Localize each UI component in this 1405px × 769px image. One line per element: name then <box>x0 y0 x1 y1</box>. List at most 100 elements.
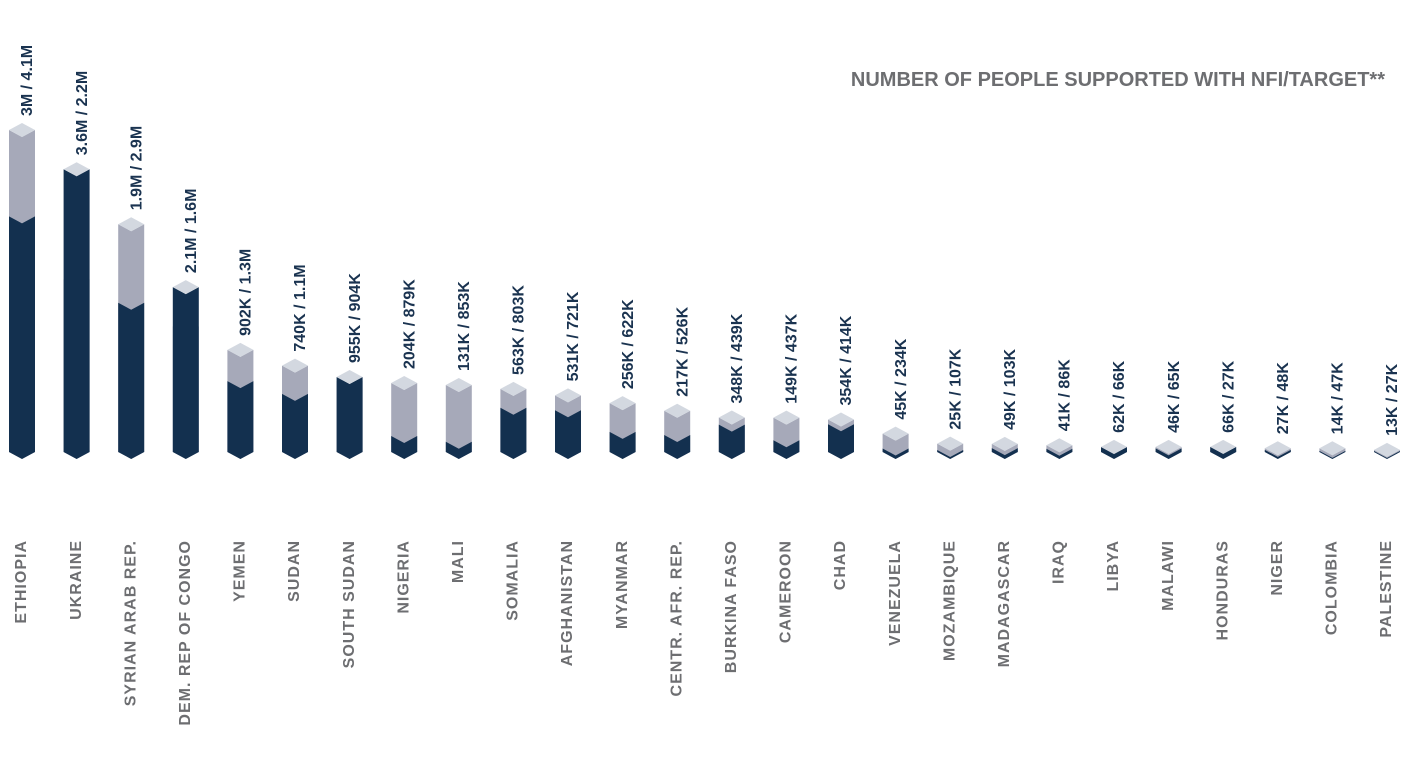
x-tick-label: MOZAMBIQUE <box>941 540 958 661</box>
bar-cap <box>336 369 363 384</box>
value-label: 3.6M / 2.2M <box>74 71 91 155</box>
bar-cap <box>609 396 636 411</box>
supported-bar <box>63 169 90 459</box>
value-label: 902K / 1.3M <box>238 249 255 336</box>
bar-cap <box>172 280 199 295</box>
supported-bar <box>937 450 964 459</box>
supported-bar <box>1101 447 1127 459</box>
x-tick-label: BURKINA FASO <box>723 540 740 673</box>
value-label: 149K / 437K <box>784 313 801 403</box>
supported-bar <box>609 431 636 459</box>
supported-bar <box>828 424 854 459</box>
value-label: 131K / 853K <box>456 281 473 371</box>
supported-bar <box>1264 449 1291 459</box>
supported-bar <box>718 424 745 459</box>
value-label: 14K / 47K <box>1330 362 1347 434</box>
bar-cap <box>500 381 527 396</box>
supported-bar <box>500 407 527 459</box>
x-tick-label: COLOMBIA <box>1324 540 1341 635</box>
x-tick-label: MALI <box>450 540 467 583</box>
value-label: 348K / 439K <box>729 313 746 403</box>
x-tick-label: VENEZUELA <box>887 540 904 646</box>
bar-cap <box>1155 439 1182 454</box>
value-label: 27K / 48K <box>1275 362 1292 434</box>
bar-cap <box>227 342 254 357</box>
bar-cap <box>282 358 308 373</box>
supported-bar <box>991 448 1018 459</box>
supported-bar <box>118 302 145 459</box>
supported-bar <box>1210 446 1237 459</box>
value-label: 25K / 107K <box>947 348 964 429</box>
value-label: 354K / 414K <box>838 315 855 405</box>
supported-bar <box>555 410 581 459</box>
value-label: 45K / 234K <box>893 338 910 419</box>
value-label: 955K / 904K <box>347 273 364 363</box>
x-tick-label: HONDURAS <box>1214 540 1231 640</box>
x-tick-label: CHAD <box>832 540 849 590</box>
supported-bar <box>9 216 35 459</box>
supported-bar <box>773 440 800 459</box>
x-tick-label: PALESTINE <box>1378 540 1395 638</box>
bar-cap <box>1264 441 1291 456</box>
supported-bar <box>282 393 308 459</box>
bar-cap <box>773 410 800 425</box>
x-tick-label: AFGHANISTAN <box>559 540 576 666</box>
supported-bar <box>882 448 909 459</box>
x-tick-label: YEMEN <box>232 540 249 602</box>
value-label: 49K / 103K <box>1002 349 1019 430</box>
bar-cap <box>1210 439 1237 454</box>
x-tick-label: CAMEROON <box>778 540 795 643</box>
bar-cap <box>555 388 581 403</box>
value-label: 204K / 879K <box>401 279 418 369</box>
target-bar <box>445 385 472 459</box>
supported-bar <box>172 287 199 459</box>
bar-cap <box>1046 438 1073 453</box>
supported-bar <box>664 434 691 459</box>
value-label: 46K / 65K <box>1166 360 1183 432</box>
bar-cap <box>1374 442 1400 457</box>
value-label: 740K / 1.1M <box>292 264 309 351</box>
value-label: 3M / 4.1M <box>19 45 36 116</box>
x-tick-label: CENTR. AFR. REP. <box>668 540 685 696</box>
bar-cap <box>1319 441 1346 456</box>
x-tick-label: ETHIOPIA <box>13 540 30 624</box>
bar-cap <box>882 426 909 441</box>
bar-cap <box>937 436 964 451</box>
bar-cap <box>445 378 472 393</box>
bar-cap <box>718 410 745 425</box>
x-tick-label: UKRAINE <box>68 540 85 620</box>
supported-bar <box>391 435 418 459</box>
value-label: 13K / 27K <box>1384 363 1401 435</box>
value-label: 256K / 622K <box>620 299 637 389</box>
supported-bar <box>336 376 363 459</box>
supported-bar <box>1155 448 1182 459</box>
x-tick-label: DEM. REP OF CONGO <box>177 540 194 726</box>
supported-bar <box>445 441 472 459</box>
target-bar <box>1319 448 1346 459</box>
x-tick-label: MYANMAR <box>614 540 631 629</box>
bar-cap <box>664 403 691 418</box>
value-label: 217K / 526K <box>674 306 691 396</box>
value-label: 531K / 721K <box>565 291 582 381</box>
bar-cap <box>118 217 145 232</box>
value-label: 1.9M / 2.9M <box>128 126 145 210</box>
bar-cap <box>1101 439 1127 454</box>
value-label: 66K / 27K <box>1220 360 1237 432</box>
x-tick-label: LIBYA <box>1105 540 1122 592</box>
x-tick-label: IRAQ <box>1051 540 1068 584</box>
x-tick-label: NIGERIA <box>395 540 412 614</box>
x-tick-label: SYRIAN ARAB REP. <box>122 540 139 706</box>
supported-bar <box>1046 448 1073 459</box>
value-label: 62K / 66K <box>1111 360 1128 432</box>
value-label: 41K / 86K <box>1057 359 1074 431</box>
x-tick-label: NIGER <box>1269 540 1286 596</box>
supported-bar <box>227 381 254 459</box>
value-label: 2.1M / 1.6M <box>183 189 200 273</box>
bar-cap <box>828 412 854 427</box>
bar-cap <box>9 123 35 137</box>
x-tick-label: MALAWI <box>1160 540 1177 611</box>
value-label: 563K / 803K <box>511 285 528 375</box>
bar-cap <box>391 375 418 390</box>
x-tick-label: MADAGASCAR <box>996 540 1013 667</box>
